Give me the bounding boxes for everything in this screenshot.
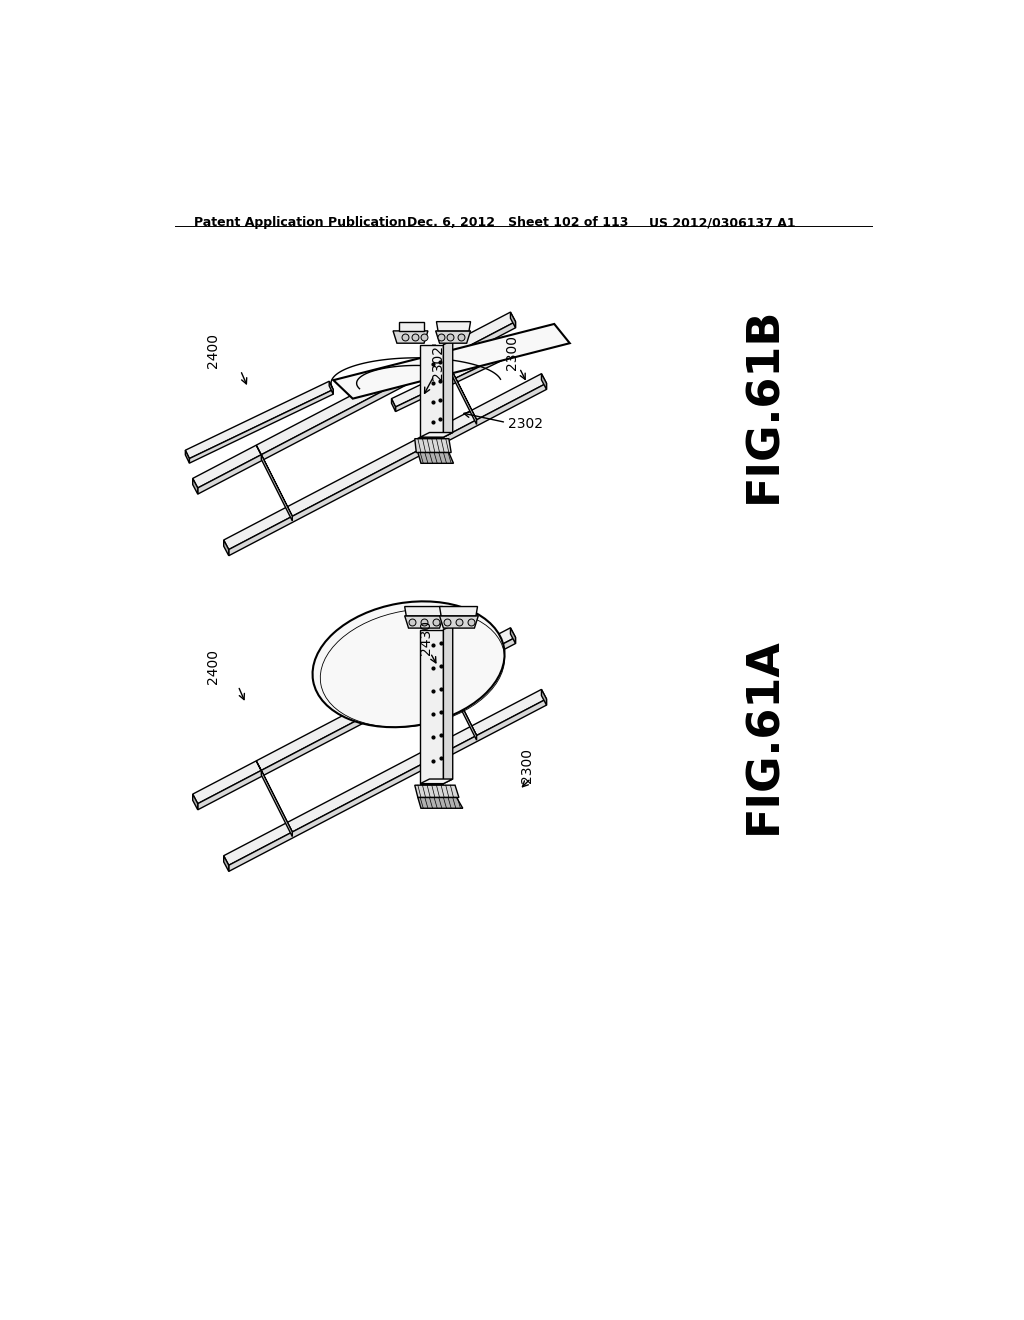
Polygon shape	[261, 454, 292, 521]
Polygon shape	[542, 689, 547, 705]
Polygon shape	[261, 771, 292, 837]
Text: US 2012/0306137 A1: US 2012/0306137 A1	[649, 216, 796, 230]
Polygon shape	[223, 855, 228, 871]
Polygon shape	[420, 345, 443, 437]
Polygon shape	[418, 453, 454, 463]
Polygon shape	[445, 358, 476, 425]
Text: 2400: 2400	[206, 649, 220, 684]
Polygon shape	[193, 478, 198, 494]
Polygon shape	[393, 331, 428, 343]
Polygon shape	[223, 689, 547, 866]
Polygon shape	[542, 374, 547, 389]
Polygon shape	[329, 381, 333, 395]
Text: 2400: 2400	[206, 334, 220, 368]
Polygon shape	[185, 381, 333, 458]
Polygon shape	[439, 607, 477, 615]
Polygon shape	[391, 399, 395, 412]
Polygon shape	[256, 760, 292, 832]
Polygon shape	[404, 607, 442, 615]
Polygon shape	[415, 438, 452, 453]
Polygon shape	[443, 626, 453, 784]
Polygon shape	[420, 779, 453, 784]
Polygon shape	[223, 374, 547, 549]
Polygon shape	[189, 389, 333, 463]
Polygon shape	[404, 615, 443, 628]
Text: FIG.61B: FIG.61B	[742, 306, 785, 503]
Polygon shape	[435, 331, 471, 343]
Polygon shape	[223, 540, 228, 556]
Polygon shape	[440, 664, 476, 735]
Polygon shape	[440, 348, 476, 420]
Text: 2300: 2300	[520, 747, 535, 783]
Polygon shape	[420, 630, 443, 784]
Text: 2430: 2430	[420, 620, 433, 655]
Polygon shape	[418, 797, 463, 808]
Polygon shape	[193, 312, 515, 488]
Text: Patent Application Publication: Patent Application Publication	[194, 216, 407, 230]
Polygon shape	[510, 628, 515, 644]
Polygon shape	[228, 383, 547, 556]
Polygon shape	[445, 675, 476, 741]
Ellipse shape	[312, 602, 505, 727]
Polygon shape	[536, 330, 540, 343]
Polygon shape	[420, 433, 453, 437]
Polygon shape	[198, 638, 515, 810]
Text: Dec. 6, 2012   Sheet 102 of 113: Dec. 6, 2012 Sheet 102 of 113	[407, 216, 629, 230]
Polygon shape	[443, 341, 453, 437]
Polygon shape	[439, 615, 478, 628]
Text: 2300: 2300	[505, 335, 518, 370]
Text: 2302': 2302'	[431, 341, 445, 380]
Polygon shape	[193, 795, 198, 810]
Polygon shape	[391, 330, 540, 407]
Polygon shape	[436, 322, 471, 331]
Polygon shape	[256, 445, 292, 516]
Text: FIG.61A: FIG.61A	[742, 638, 785, 834]
Polygon shape	[510, 312, 515, 327]
Polygon shape	[228, 700, 547, 871]
Polygon shape	[415, 785, 459, 797]
Polygon shape	[198, 322, 515, 494]
Polygon shape	[395, 338, 540, 412]
Text: 2302: 2302	[508, 417, 543, 432]
Polygon shape	[193, 628, 515, 804]
Polygon shape	[185, 450, 189, 463]
Polygon shape	[399, 322, 424, 331]
Polygon shape	[334, 323, 569, 399]
